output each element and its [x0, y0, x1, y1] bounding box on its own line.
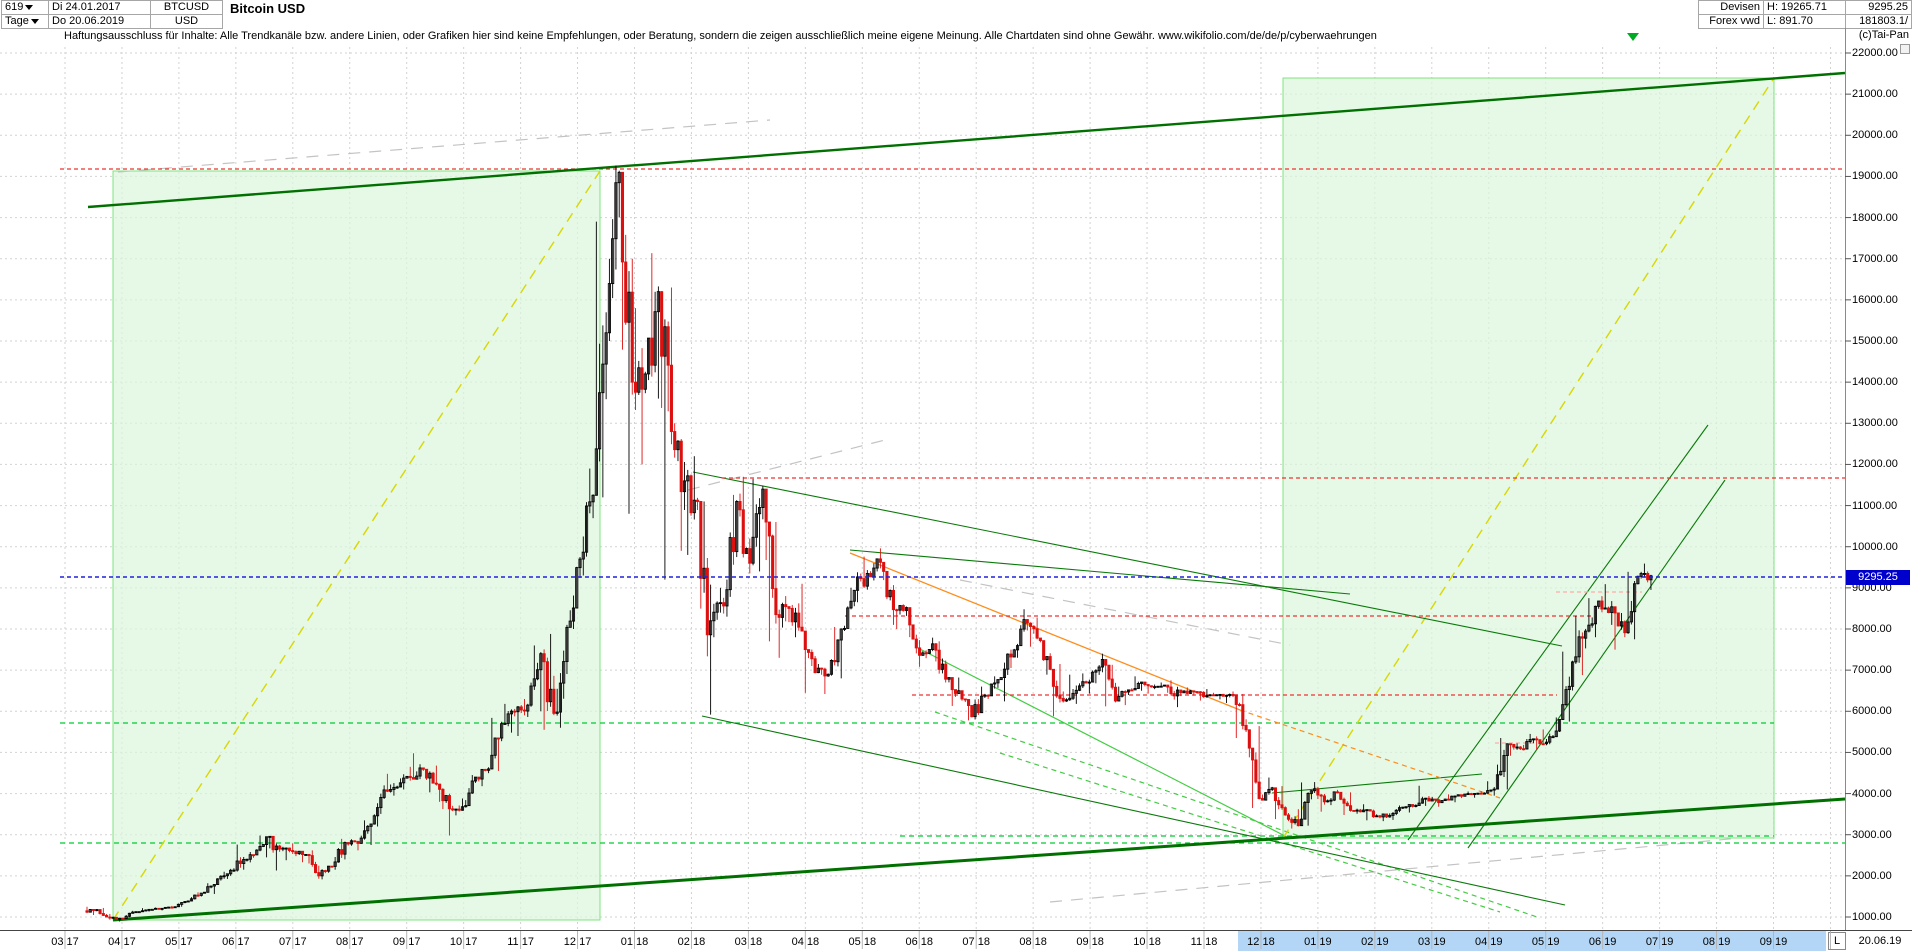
x-axis-tick-label: 12 18 [1247, 936, 1275, 948]
exchange-label: Devisen [1698, 0, 1764, 15]
timeframe-selector[interactable]: Tage [1, 14, 49, 29]
copyright-label: (c)Tai-Pan [1858, 29, 1909, 41]
y-axis-tick-label: 20000.00 [1852, 129, 1898, 142]
x-axis-tick-label: 02 19 [1361, 936, 1389, 948]
y-axis-tick-label: 16000.00 [1852, 293, 1898, 306]
symbol-code: BTCUSD [150, 0, 223, 15]
x-axis-highlight-band [1238, 931, 1826, 951]
y-axis-tick-label: 7000.00 [1852, 664, 1892, 677]
x-axis-tick-label: 05 19 [1531, 936, 1560, 948]
volume-value: 181803.1/ [1845, 14, 1912, 29]
x-axis-tick-label: 03 19 [1418, 936, 1446, 948]
bar-count-selector[interactable]: 619 [1, 0, 49, 15]
chart-title: Bitcoin USD [230, 1, 306, 16]
date-from: Di 24.01.2017 [48, 0, 151, 15]
x-axis-tick-label: 07 18 [962, 936, 990, 948]
y-axis-tick-label: 22000.00 [1852, 47, 1898, 59]
y-axis-line [1845, 28, 1846, 952]
y-axis-tick-label: 15000.00 [1852, 335, 1898, 347]
y-axis-tick-label: 8000.00 [1852, 623, 1892, 635]
x-axis-tick-label: 09 17 [392, 936, 421, 948]
x-axis-tick-label: 08 18 [1019, 936, 1047, 948]
x-axis-tick-label: 05 17 [165, 936, 193, 948]
x-axis-tick-label: 01 19 [1304, 936, 1332, 948]
x-axis-tick-label: 08 17 [335, 936, 364, 948]
x-axis-tick-label: 10 17 [449, 936, 478, 948]
low-value: L: 891.70 [1763, 14, 1846, 29]
resize-handle-icon[interactable] [1900, 44, 1910, 54]
x-axis-tick-label: 08 19 [1702, 936, 1731, 948]
feed-label: Forex vwd [1698, 14, 1764, 29]
y-axis-tick-label: 13000.00 [1852, 417, 1898, 430]
timeframe-value: Tage [5, 15, 29, 27]
last-price-value: 9295.25 [1845, 0, 1912, 15]
x-axis-tick-label: 04 19 [1474, 936, 1503, 948]
y-axis-tick-label: 4000.00 [1852, 787, 1892, 800]
x-axis-tick-label: 03 17 [51, 936, 79, 948]
x-axis-tick-label: 01 18 [620, 936, 649, 948]
x-axis-tick-label: 03 18 [734, 936, 763, 948]
x-axis-tick-label: 12 17 [563, 936, 592, 948]
x-axis-tick-label: 06 18 [905, 936, 934, 948]
y-axis-tick-label: 2000.00 [1852, 869, 1892, 882]
y-axis-tick-label: 5000.00 [1852, 746, 1892, 759]
symbol-currency: USD [150, 14, 223, 29]
y-axis-tick-label: 17000.00 [1852, 252, 1898, 265]
y-axis-tick-label: 19000.00 [1852, 170, 1898, 183]
y-axis-tick-label: 21000.00 [1852, 88, 1898, 101]
y-axis-tick-label: 14000.00 [1852, 376, 1898, 389]
x-axis-tick-label: 10 18 [1133, 936, 1161, 948]
high-value: H: 19265.71 [1763, 0, 1846, 15]
y-axis-tick-label: 12000.00 [1852, 458, 1898, 471]
x-axis-tick-label: 11 18 [1190, 936, 1218, 948]
x-axis-tick-label: 05 18 [848, 936, 877, 948]
y-axis-tick-label: 11000.00 [1852, 499, 1898, 512]
disclaimer-text: Haftungsausschluss für Inhalte: Alle Tre… [64, 30, 1377, 42]
x-axis-tick-label: 04 17 [108, 936, 136, 948]
last-bar-marker: L [1828, 932, 1846, 950]
x-axis-tick-label: 07 17 [279, 936, 307, 948]
y-axis-tick-label: 3000.00 [1852, 828, 1892, 841]
y-axis-tick-label: 18000.00 [1852, 211, 1898, 224]
bar-count-value: 619 [5, 1, 24, 13]
x-axis-tick-label: 09 18 [1076, 936, 1104, 948]
y-axis-tick-label: 1000.00 [1852, 911, 1892, 923]
x-axis-tick-label: 09 19 [1759, 936, 1788, 948]
x-axis-tick-label: 04 18 [791, 936, 820, 948]
x-axis-tick-label: 07 19 [1645, 936, 1674, 948]
last-date-label: 20.06.19 [1858, 935, 1902, 947]
x-axis-tick-label: 06 17 [222, 936, 250, 948]
x-axis-tick-label: 11 17 [507, 936, 534, 948]
y-axis-tick-label: 6000.00 [1852, 705, 1892, 718]
x-axis-tick-label: 06 19 [1588, 936, 1617, 948]
current-price-tag: 9295.25 [1846, 570, 1910, 585]
x-axis-tick-label: 02 18 [677, 936, 706, 948]
chevron-down-icon [30, 18, 39, 24]
chevron-down-icon [25, 4, 34, 10]
y-axis-tick-label: 10000.00 [1852, 540, 1898, 553]
date-to: Do 20.06.2019 [48, 14, 151, 29]
